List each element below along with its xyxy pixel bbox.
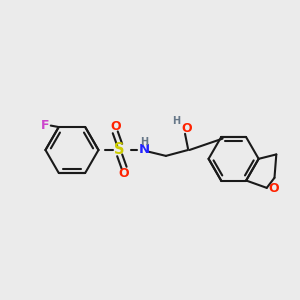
Text: N: N <box>138 143 149 157</box>
Text: S: S <box>114 142 125 158</box>
Text: F: F <box>41 119 50 132</box>
Text: O: O <box>181 122 192 135</box>
Text: H: H <box>140 137 148 147</box>
Text: O: O <box>119 167 129 180</box>
Text: O: O <box>268 182 278 195</box>
Text: H: H <box>172 116 180 126</box>
Text: O: O <box>110 120 121 133</box>
